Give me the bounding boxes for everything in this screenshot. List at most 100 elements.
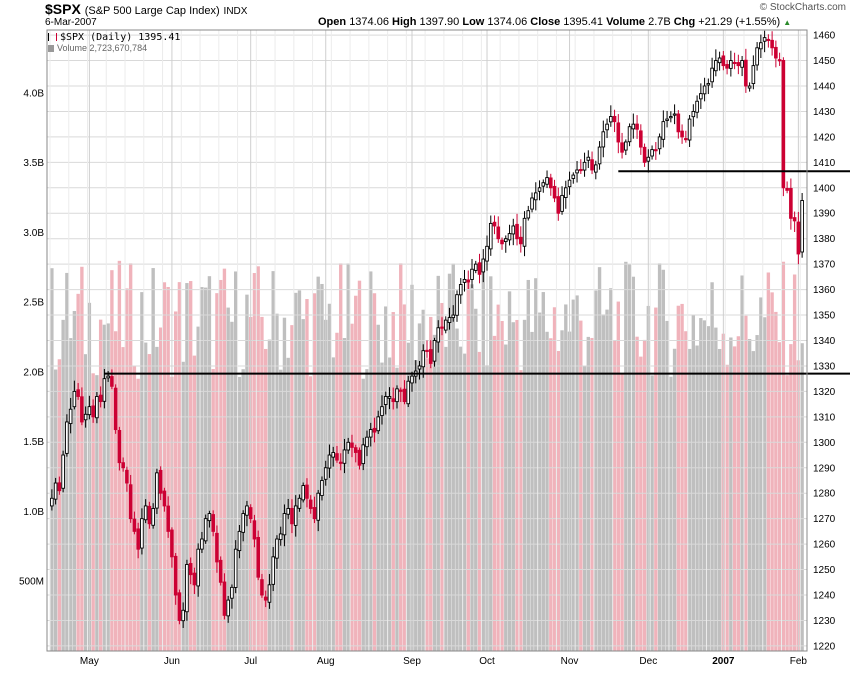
volume-bar	[215, 293, 219, 651]
candle-body	[590, 159, 594, 171]
candle-body	[436, 327, 441, 343]
candle-body	[548, 177, 553, 189]
ohlc-icon	[48, 33, 57, 41]
volume-bar	[294, 292, 298, 651]
volume-bar	[173, 311, 178, 651]
price-legend: $SPX (Daily) 1395.41	[48, 32, 180, 43]
candle-body	[552, 185, 557, 199]
month-label: May	[80, 656, 99, 667]
volume-bar	[395, 367, 399, 651]
price-tick-label: 1420	[813, 132, 836, 143]
price-tick-label: 1400	[813, 183, 836, 194]
volume-bar	[305, 299, 309, 651]
candle-body	[181, 609, 185, 622]
candle-body	[770, 39, 774, 49]
candle-body	[267, 584, 272, 603]
candle-body	[218, 559, 223, 583]
candle-body	[586, 156, 591, 161]
candle-body	[372, 427, 377, 433]
candle-body	[781, 59, 786, 189]
volume-bar	[695, 345, 699, 651]
candle-body	[800, 200, 804, 253]
volume-bar	[121, 347, 125, 651]
candle-body	[620, 142, 624, 153]
quote-date: 6-Mar-2007	[45, 17, 97, 28]
candle-body	[605, 123, 609, 131]
volume-bar	[188, 281, 193, 651]
candle-body	[113, 387, 118, 431]
volume-bar	[162, 282, 167, 651]
candle-body	[200, 538, 204, 550]
candle-body	[421, 350, 426, 368]
volume-bar	[98, 319, 103, 651]
volume-bar	[556, 351, 560, 651]
candle-body	[774, 46, 778, 59]
candle-body	[747, 85, 752, 89]
volume-bar	[256, 266, 260, 651]
stockcharts-credit: © StockCharts.com	[759, 2, 846, 13]
volume-bar	[762, 317, 767, 651]
plot-border	[46, 29, 808, 652]
candle-body	[387, 396, 392, 399]
volume-bar	[222, 268, 227, 651]
volume-bar	[800, 343, 804, 651]
candle-body	[582, 161, 587, 171]
volume-bar	[732, 346, 737, 651]
volume-bar	[702, 320, 707, 651]
volume-bar	[710, 282, 714, 651]
candle-body	[166, 505, 170, 532]
volume-bar	[519, 370, 523, 651]
volume-bar	[657, 263, 662, 651]
volume-bar	[504, 344, 508, 651]
quote-line: Open 1374.06 High 1397.90 Low 1374.06 Cl…	[318, 16, 791, 28]
candle-body	[338, 461, 343, 464]
candle-body	[428, 349, 433, 364]
volume-bar	[729, 337, 733, 651]
volume-bar	[759, 297, 763, 651]
volume-bar	[275, 313, 279, 651]
volume-bar	[447, 273, 452, 651]
volume-bar	[740, 275, 744, 651]
volume-bar	[477, 351, 482, 651]
volume-bar	[151, 268, 155, 651]
candle-body	[503, 238, 508, 243]
volume-bar	[590, 337, 594, 651]
volume-bar	[751, 351, 756, 651]
candle-body	[530, 197, 534, 210]
volume-bar	[669, 376, 673, 651]
volume-bar	[76, 293, 80, 651]
volume-bar	[462, 353, 467, 651]
volume-bar	[316, 276, 320, 651]
volume-bar	[665, 320, 669, 651]
volume-value: 2.7B	[648, 16, 671, 28]
index-name: (S&P 500 Large Cap Index)	[84, 5, 220, 17]
volume-tick-label: 500M	[19, 577, 44, 588]
volume-bar	[624, 261, 628, 651]
volume-bar	[777, 342, 782, 651]
candle-body	[335, 453, 339, 461]
candle-body	[537, 187, 542, 192]
volume-bar	[650, 375, 654, 651]
candle-body	[230, 586, 234, 599]
candle-body	[627, 126, 632, 143]
volume-bar	[687, 348, 692, 651]
candle-body	[702, 85, 707, 95]
candle-body	[496, 226, 501, 240]
candle-body	[376, 416, 381, 432]
candle-body	[140, 518, 144, 549]
price-tick-label: 1390	[813, 209, 836, 220]
volume-bar	[601, 314, 605, 651]
volume-bar	[789, 344, 793, 651]
volume-bar	[399, 263, 403, 651]
candle-body	[714, 60, 718, 72]
volume-bar	[481, 261, 485, 651]
volume-bar	[661, 269, 666, 651]
volume-bar	[575, 295, 579, 651]
volume-bar	[522, 319, 527, 651]
candle-body	[631, 123, 636, 130]
candle-body	[76, 389, 80, 397]
volume-bar	[211, 369, 215, 651]
candle-body	[226, 599, 230, 617]
volume-bar	[297, 290, 302, 651]
volume-bar	[387, 357, 392, 651]
